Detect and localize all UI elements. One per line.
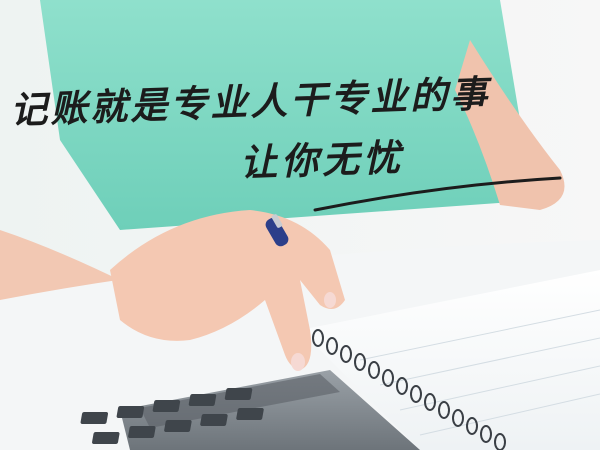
pen (265, 214, 289, 247)
fingernail (324, 292, 336, 308)
hand (110, 210, 345, 370)
decorative-swoosh (313, 176, 562, 212)
shirt (40, 0, 540, 230)
right-arm (455, 40, 565, 210)
notebook (300, 270, 600, 450)
subline: 让你无忧 (239, 136, 405, 185)
notebook-lines (359, 309, 600, 436)
calculator-keys (80, 388, 264, 444)
spiral-binding (312, 329, 506, 450)
fingernail (291, 353, 305, 371)
calculator (80, 370, 420, 450)
